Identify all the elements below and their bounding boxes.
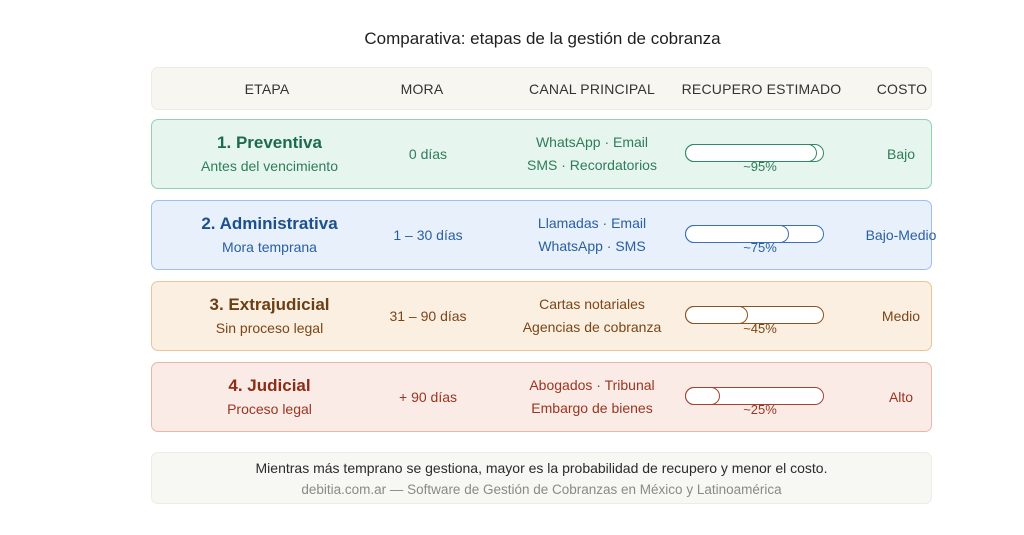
stage-subtitle: Mora temprana bbox=[222, 239, 317, 255]
stage-subtitle: Sin proceso legal bbox=[215, 320, 324, 336]
stage-row-administrativa: 2. Administrativa Mora temprana 1 – 30 d… bbox=[151, 200, 936, 270]
stage-name: 2. Administrativa bbox=[201, 214, 338, 233]
header-etapa: ETAPA bbox=[244, 81, 290, 97]
stage-name: 3. Extrajudicial bbox=[209, 295, 330, 314]
recupero-bar: ~25% bbox=[685, 387, 826, 417]
stage-canal: Abogados · Tribunal Embargo de bienes bbox=[497, 363, 687, 431]
chart-title: Comparativa: etapas de la gestión de cob… bbox=[364, 29, 721, 48]
stage-costo: Bajo bbox=[886, 146, 916, 162]
stage-mora: + 90 días bbox=[399, 389, 457, 405]
table-header: ETAPA MORA CANAL PRINCIPAL RECUPERO ESTI… bbox=[151, 67, 932, 110]
recupero-label: ~75% bbox=[743, 240, 777, 255]
stage-row-preventiva: 1. Preventiva Antes del vencimiento 0 dí… bbox=[151, 119, 932, 189]
stage-etapa: 2. Administrativa Mora temprana bbox=[162, 201, 377, 269]
recupero-bar: ~75% bbox=[685, 225, 826, 255]
footer-note: Mientras más temprano se gestiona, mayor… bbox=[255, 460, 828, 476]
header-costo: COSTO bbox=[876, 81, 928, 97]
recupero-label: ~95% bbox=[743, 159, 777, 174]
canal-line-2: Embargo de bienes bbox=[531, 400, 653, 416]
recupero-bar-fill bbox=[685, 225, 790, 243]
canal-line-2: SMS · Recordatorios bbox=[527, 157, 657, 173]
stage-etapa: 4. Judicial Proceso legal bbox=[162, 363, 377, 431]
recupero-label: ~45% bbox=[743, 321, 777, 336]
stage-canal: WhatsApp · Email SMS · Recordatorios bbox=[497, 120, 687, 188]
stage-etapa: 1. Preventiva Antes del vencimiento bbox=[162, 120, 377, 188]
canal-line-1: WhatsApp · Email bbox=[535, 134, 649, 150]
canal-line-1: Cartas notariales bbox=[539, 296, 645, 312]
stage-mora: 31 – 90 días bbox=[389, 308, 467, 324]
recupero-bar-fill bbox=[685, 306, 748, 324]
header-mora: MORA bbox=[400, 81, 444, 97]
stage-canal: Llamadas · Email WhatsApp · SMS bbox=[497, 201, 687, 269]
stage-etapa: 3. Extrajudicial Sin proceso legal bbox=[162, 282, 377, 350]
stage-subtitle: Antes del vencimiento bbox=[201, 158, 338, 174]
canal-line-2: WhatsApp · SMS bbox=[538, 238, 646, 254]
header-canal: CANAL PRINCIPAL bbox=[529, 81, 655, 97]
recupero-label: ~25% bbox=[743, 402, 777, 417]
stage-subtitle: Proceso legal bbox=[227, 401, 312, 417]
stage-costo: Bajo-Medio bbox=[865, 227, 937, 243]
header-recupero: RECUPERO ESTIMADO bbox=[681, 81, 842, 97]
canal-line-2: Agencias de cobranza bbox=[522, 319, 662, 335]
stage-row-extrajudicial: 3. Extrajudicial Sin proceso legal 31 – … bbox=[151, 281, 932, 351]
stage-canal: Cartas notariales Agencias de cobranza bbox=[497, 282, 687, 350]
recupero-bar-fill bbox=[685, 144, 818, 162]
stage-mora: 1 – 30 días bbox=[393, 227, 463, 243]
stage-costo: Medio bbox=[881, 308, 921, 324]
recupero-bar: ~45% bbox=[685, 306, 826, 336]
stage-row-judicial: 4. Judicial Proceso legal + 90 días Abog… bbox=[151, 362, 932, 432]
canal-line-1: Abogados · Tribunal bbox=[529, 377, 655, 393]
stage-mora: 0 días bbox=[408, 146, 448, 162]
footer-note-box: Mientras más temprano se gestiona, mayor… bbox=[151, 452, 932, 504]
recupero-bar: ~95% bbox=[685, 144, 826, 174]
recupero-bar-fill bbox=[685, 387, 720, 405]
canal-line-1: Llamadas · Email bbox=[537, 215, 647, 231]
stage-name: 4. Judicial bbox=[228, 376, 311, 395]
footer-credit: debitia.com.ar — Software de Gestión de … bbox=[301, 482, 782, 497]
stage-costo: Alto bbox=[888, 389, 914, 405]
stage-name: 1. Preventiva bbox=[217, 133, 322, 152]
